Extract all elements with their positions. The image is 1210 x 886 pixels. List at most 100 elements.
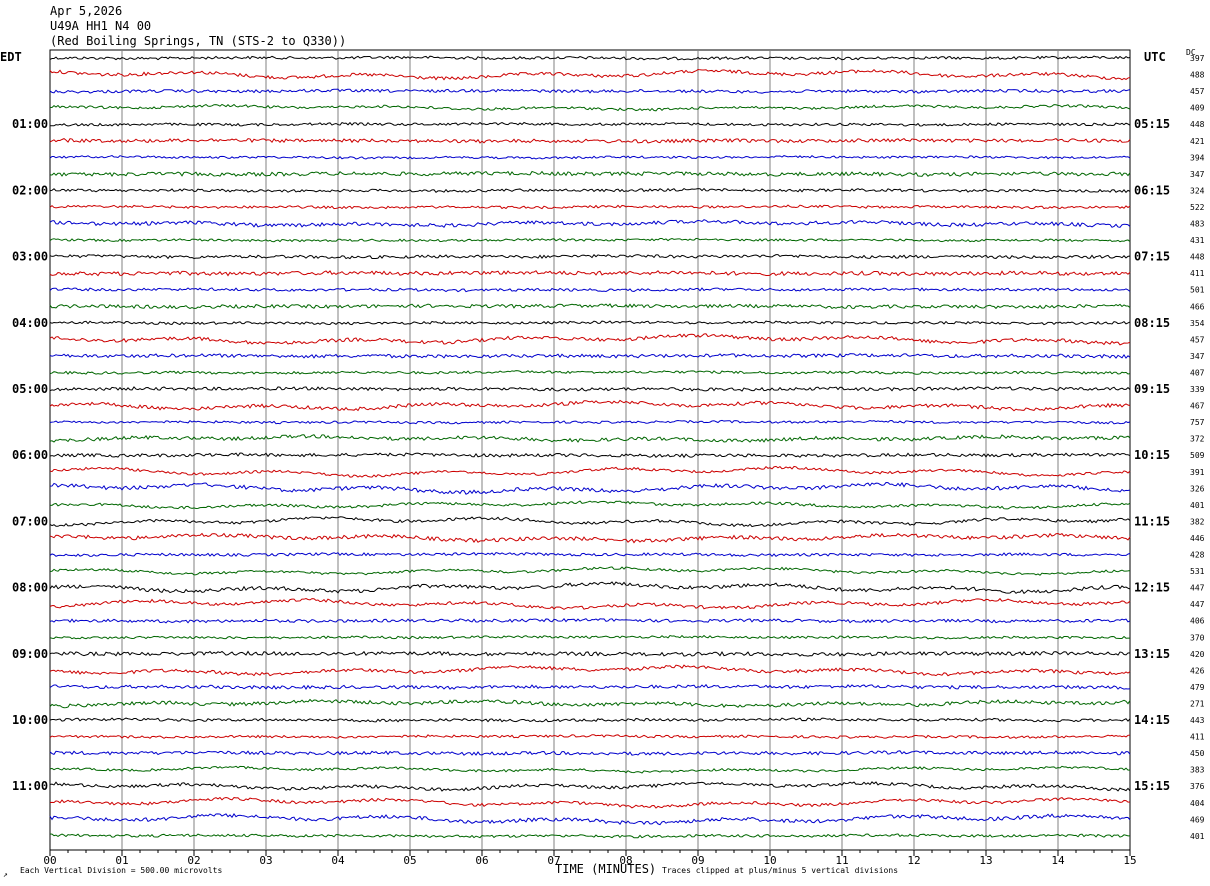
right-hour-label: 07:15 — [1134, 250, 1170, 264]
seismic-trace — [49, 750, 1131, 756]
dc-offset-label: 394 — [1190, 153, 1205, 162]
dc-offset-label: 404 — [1190, 799, 1205, 808]
dc-offset-label: 431 — [1190, 236, 1205, 245]
dc-offset-label: 401 — [1190, 832, 1205, 841]
right-hour-label: 06:15 — [1134, 183, 1170, 197]
dc-offset-label: 426 — [1190, 666, 1205, 675]
dc-offset-label: 372 — [1190, 435, 1205, 444]
seismic-trace — [49, 698, 1131, 709]
seismic-trace — [49, 353, 1131, 359]
dc-offset-label: 354 — [1190, 319, 1205, 328]
seismic-trace — [49, 88, 1131, 94]
x-tick-label: 10 — [763, 854, 776, 867]
dc-offset-label: 447 — [1190, 584, 1205, 593]
dc-offset-label: 420 — [1190, 650, 1205, 659]
dc-offset-label: 383 — [1190, 766, 1205, 775]
seismic-trace — [49, 664, 1131, 677]
seismic-trace — [49, 781, 1131, 792]
dc-offset-label: 483 — [1190, 220, 1205, 229]
dc-offset-label: 457 — [1190, 87, 1205, 96]
left-hour-label: 04:00 — [12, 316, 48, 330]
left-hour-label: 05:00 — [12, 382, 48, 396]
dc-offset-label: 467 — [1190, 402, 1205, 411]
plot-frame — [49, 49, 1131, 851]
seismic-trace — [49, 717, 1131, 723]
seismic-trace — [49, 683, 1131, 690]
dc-offset-label: 347 — [1190, 170, 1205, 179]
dc-offset-label: 447 — [1190, 600, 1205, 609]
left-hour-label: 06:00 — [12, 448, 48, 462]
seismic-trace — [49, 320, 1131, 326]
right-hour-label: 10:15 — [1134, 448, 1170, 462]
dc-offset-label: 466 — [1190, 302, 1205, 311]
seismic-trace — [49, 419, 1131, 425]
left-hour-label: 01:00 — [12, 117, 48, 131]
seismic-trace — [49, 581, 1131, 595]
dc-offset-label: 522 — [1190, 203, 1205, 212]
seismic-trace — [49, 55, 1131, 61]
x-tick-label: 14 — [1051, 854, 1065, 867]
right-hour-label: 14:15 — [1134, 713, 1170, 727]
dc-offset-label: 382 — [1190, 517, 1205, 526]
seismic-trace — [49, 333, 1131, 346]
seismic-trace — [49, 734, 1131, 739]
x-tick-label: 01 — [115, 854, 128, 867]
left-hour-label: 07:00 — [12, 514, 48, 528]
dc-offset-label: 376 — [1190, 782, 1205, 791]
x-tick-label: 15 — [1123, 854, 1136, 867]
seismic-trace — [49, 765, 1131, 774]
seismic-trace — [49, 796, 1131, 809]
corner-marker: ↗ — [3, 870, 8, 879]
x-tick-label: 05 — [403, 854, 416, 867]
dc-offset-label: 450 — [1190, 749, 1205, 758]
x-tick-label: 08 — [619, 854, 632, 867]
seismic-trace — [49, 370, 1131, 375]
dc-offset-label: 757 — [1190, 418, 1205, 427]
seismic-trace — [49, 650, 1131, 657]
x-axis-label: TIME (MINUTES) — [555, 862, 657, 876]
dc-offset-label: 428 — [1190, 551, 1205, 560]
x-tick-label: 12 — [907, 854, 920, 867]
dc-column-label: DC — [1186, 48, 1196, 57]
dc-offset-label: 370 — [1190, 633, 1205, 642]
seismic-trace — [49, 452, 1131, 459]
seismic-trace — [49, 532, 1131, 544]
channel-label: U49A HH1 N4 00 — [50, 19, 152, 33]
seismic-trace — [49, 253, 1131, 260]
dc-offset-label: 488 — [1190, 71, 1205, 80]
seismic-trace — [49, 833, 1130, 839]
seismic-trace — [49, 551, 1131, 558]
dc-offset-label: 469 — [1190, 815, 1205, 824]
x-tick-label: 00 — [43, 854, 56, 867]
dc-offset-label: 448 — [1190, 120, 1205, 129]
dc-offset-label: 479 — [1190, 683, 1205, 692]
seismic-trace — [49, 597, 1131, 610]
clip-note: Traces clipped at plus/minus 5 vertical … — [662, 866, 899, 875]
right-hour-label: 08:15 — [1134, 316, 1170, 330]
dc-offset-label: 401 — [1190, 501, 1205, 510]
x-tick-label: 03 — [259, 854, 272, 867]
seismic-trace — [49, 154, 1131, 160]
seismic-trace — [49, 482, 1131, 495]
right-timezone-label: UTC — [1144, 50, 1166, 64]
dc-offset-label: 411 — [1190, 733, 1205, 742]
seismic-trace — [49, 500, 1131, 510]
dc-offset-label: 501 — [1190, 286, 1205, 295]
seismic-trace — [49, 399, 1131, 412]
seismic-trace — [49, 465, 1131, 478]
dc-offset-label: 531 — [1190, 567, 1205, 576]
left-hour-label: 11:00 — [12, 779, 48, 793]
dc-offset-label: 391 — [1190, 468, 1205, 477]
seismic-trace — [49, 287, 1131, 293]
dc-offset-label: 457 — [1190, 335, 1205, 344]
seismic-trace — [49, 121, 1131, 127]
seismic-trace — [49, 170, 1131, 178]
dc-offset-label: 271 — [1190, 699, 1205, 708]
dc-offset-label: 446 — [1190, 534, 1205, 543]
dc-offset-label: 406 — [1190, 617, 1205, 626]
right-hour-label: 12:15 — [1134, 581, 1170, 595]
right-hour-label: 11:15 — [1134, 514, 1170, 528]
seismic-trace — [49, 634, 1131, 640]
plot-date: Apr 5,2026 — [50, 4, 123, 18]
